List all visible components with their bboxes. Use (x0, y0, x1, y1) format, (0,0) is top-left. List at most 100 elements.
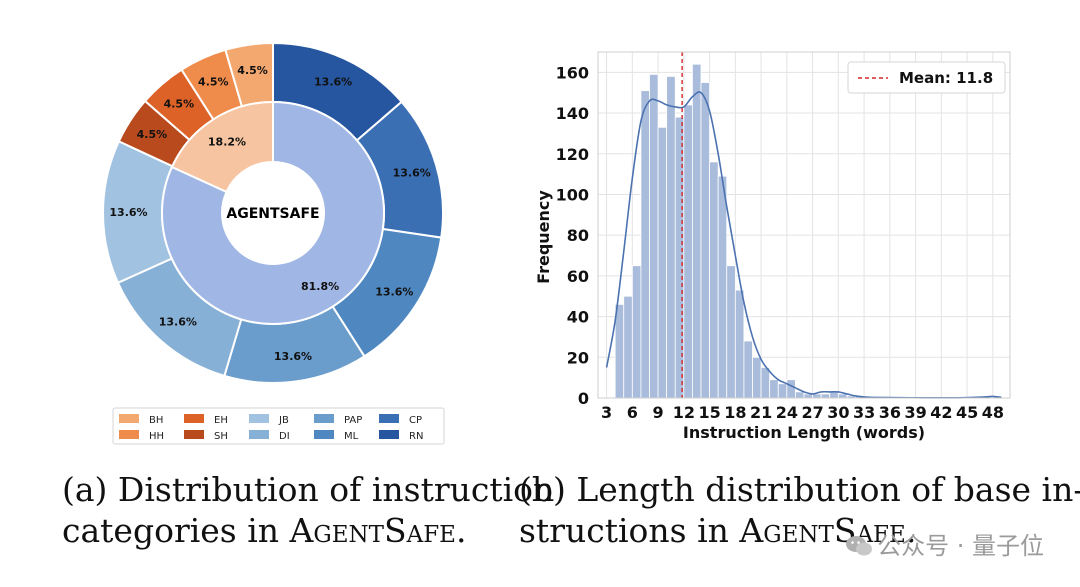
inner-slice-major-label: 81.8% (301, 280, 339, 293)
legend-swatch-di (249, 430, 269, 439)
legend-swatch-cp (379, 414, 399, 423)
caption-a-line2: categories in AgentSafe. (62, 511, 466, 551)
histogram-bar (769, 379, 779, 399)
histogram-bar (795, 391, 805, 399)
x-tick-label: 42 (930, 403, 952, 422)
kde-curve (605, 91, 1002, 399)
caption-a-suffix: . (455, 511, 467, 550)
wechat-icon (846, 536, 873, 556)
y-axis-label: Frequency (534, 190, 553, 284)
x-tick-label: 45 (956, 403, 978, 422)
outer-slice-label-di: 13.6% (159, 316, 197, 329)
x-axis-label: Instruction Length (words) (683, 423, 925, 442)
legend-label-ml: ML (344, 431, 359, 442)
inner-slice-minor (170, 100, 274, 194)
inner-slice-minor-label: 18.2% (208, 136, 246, 149)
histogram-bar (623, 295, 633, 399)
caption-b-line2: structions in AgentSafe. (519, 511, 916, 551)
y-tick-label: 140 (556, 104, 589, 123)
x-tick-label: 39 (904, 403, 926, 422)
histogram-bar (760, 367, 771, 399)
outer-slice-label-pap: 13.6% (274, 350, 312, 363)
legend-label-jb: JB (278, 415, 289, 426)
watermark-text: 公众号 · 量子位 (877, 532, 1044, 560)
histogram-bar (683, 104, 693, 399)
outer-slice-label-rn: 13.6% (314, 76, 352, 89)
caption-a-line1: (a) Distribution of instruction (62, 470, 555, 509)
y-tick-label: 100 (556, 185, 589, 204)
histogram-bar (777, 383, 788, 399)
donut-legend: BH HH EH SH JB DI PAP ML CP RN (112, 407, 445, 445)
y-tick-label: 40 (567, 308, 589, 327)
caption-b-line1: (b) Length distribution of base in- (519, 470, 1080, 509)
legend-swatch-sh (184, 430, 204, 439)
x-tick-label: 24 (776, 403, 798, 422)
outer-slice-label-bh: 4.5% (237, 64, 268, 77)
x-tick-label: 15 (698, 403, 720, 422)
legend-swatch-ml (314, 430, 334, 439)
histogram-bar (820, 393, 831, 399)
caption-b-suffix: . (905, 511, 917, 550)
legend-swatch-eh (184, 414, 204, 423)
histogram-bar (666, 76, 676, 399)
histogram-bar (649, 73, 659, 399)
legend-swatch-hh (119, 430, 139, 439)
outer-slice-label-ml: 13.6% (375, 285, 413, 298)
histogram-bar (657, 126, 668, 399)
x-tick-label: 6 (627, 403, 638, 422)
histogram-bar (734, 289, 745, 399)
x-tick-label: 48 (982, 403, 1004, 422)
histogram-bar (614, 303, 625, 399)
x-tick-label: 21 (750, 403, 772, 422)
outer-slice-label-cp: 13.6% (393, 167, 431, 180)
histogram-bar (692, 63, 702, 399)
histogram-bar (837, 393, 848, 399)
caption-b-agentsafe: AgentSafe (739, 511, 906, 550)
donut-chart: 13.6%13.6%13.6%13.6%13.6%13.6%4.5%4.5%4.… (102, 41, 444, 384)
x-tick-label: 27 (801, 403, 823, 422)
y-tick-label: 60 (567, 267, 589, 286)
legend-swatch-jb (249, 414, 269, 423)
y-tick-label: 120 (556, 145, 589, 164)
outer-slice-label-eh: 4.5% (164, 97, 195, 110)
x-tick-label: 36 (879, 403, 901, 422)
legend-mean-label: Mean: 11.8 (899, 69, 993, 87)
histogram-bar (743, 340, 753, 399)
outer-slice-label-sh: 4.5% (137, 128, 168, 141)
histogram-bar (726, 265, 736, 399)
caption-a-prefix: categories in (62, 511, 290, 550)
histogram-legend-frame (847, 61, 1006, 94)
histogram-bar (829, 391, 839, 399)
caption-b-prefix: structions in (519, 511, 740, 550)
legend-label-cp: CP (409, 415, 422, 426)
legend-label-rn: RN (409, 431, 423, 442)
legend-label-bh: BH (149, 415, 163, 426)
histogram-bar (700, 82, 710, 399)
x-tick-label: 9 (653, 403, 664, 422)
legend-swatch-bh (119, 414, 139, 423)
legend-label-di: DI (279, 431, 290, 442)
x-tick-label: 18 (724, 403, 746, 422)
watermark: 公众号 · 量子位 (845, 526, 1044, 561)
x-tick-label: 30 (827, 403, 849, 422)
legend-label-pap: PAP (344, 415, 362, 426)
legend-label-sh: SH (214, 431, 228, 442)
y-tick-label: 80 (567, 226, 589, 245)
histogram-bar (717, 175, 728, 399)
legend-label-hh: HH (149, 431, 164, 442)
histogram-bar (709, 161, 719, 399)
outer-slice-label-hh: 4.5% (198, 75, 229, 88)
histogram-bar (786, 379, 796, 399)
plot-frame (597, 51, 1011, 399)
legend-swatch-pap (314, 414, 334, 423)
y-tick-label: 160 (556, 63, 589, 82)
outer-slice-label-jb: 13.6% (109, 206, 147, 219)
y-tick-label: 20 (567, 348, 589, 367)
inner-slice-major (161, 100, 385, 325)
donut-center-label: AGENTSAFE (226, 206, 319, 222)
donut-hole (223, 163, 323, 263)
x-tick-label: 12 (673, 403, 695, 422)
x-tick-label: 33 (853, 403, 875, 422)
